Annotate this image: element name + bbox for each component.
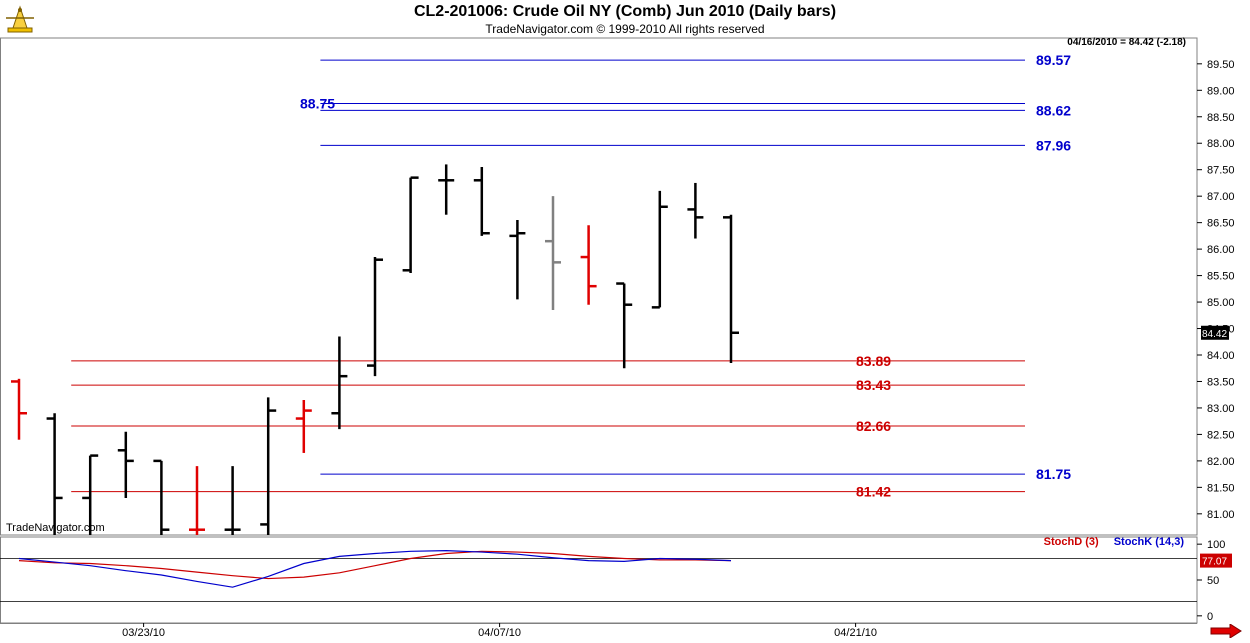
watermark: TradeNavigator.com <box>6 522 105 534</box>
level-label: 83.43 <box>856 377 891 393</box>
price-tick-label: 83.50 <box>1207 376 1235 388</box>
price-tick-label: 87.50 <box>1207 165 1235 177</box>
stoch-tick-label: 50 <box>1207 575 1219 587</box>
level-label: 83.89 <box>856 353 891 369</box>
legend-stoch-d: StochD (3) <box>1043 536 1099 548</box>
price-tick-label: 88.50 <box>1207 112 1235 124</box>
trade-navigator-logo-icon <box>6 5 34 33</box>
level-label: 81.42 <box>856 484 891 500</box>
price-tick-label: 86.50 <box>1207 218 1235 230</box>
date-tick-label: 04/07/10 <box>478 627 521 639</box>
level-label: 87.96 <box>1036 137 1071 153</box>
date-tick-label: 03/23/10 <box>122 627 165 639</box>
price-tick-label: 89.50 <box>1207 59 1235 71</box>
legend-stoch-k: StochK (14,3) <box>1113 536 1184 548</box>
last-price-box <box>1201 325 1229 340</box>
level-label: 88.62 <box>1036 102 1071 118</box>
price-tick-label: 88.00 <box>1207 138 1235 150</box>
level-label: 89.57 <box>1036 52 1071 68</box>
level-label: 82.66 <box>856 418 891 434</box>
stoch-tick-label: 100 <box>1207 539 1225 551</box>
price-tick-label: 87.00 <box>1207 191 1235 203</box>
stoch-panel-frame <box>0 536 1198 624</box>
price-tick-label: 84.00 <box>1207 350 1235 362</box>
stoch-tick-label: 0 <box>1207 611 1213 623</box>
price-tick-label: 83.00 <box>1207 403 1235 415</box>
stoch-last-value-label: 77.07 <box>1202 557 1227 568</box>
price-panel-frame <box>0 37 1198 536</box>
copyright-text: TradeNavigator.com © 1999-2010 All right… <box>485 22 765 36</box>
date-tick-label: 04/21/10 <box>834 627 877 639</box>
price-tick-label: 81.50 <box>1207 482 1235 494</box>
price-tick-label: 82.50 <box>1207 429 1235 441</box>
level-label: 88.75 <box>300 96 335 112</box>
price-tick-label: 85.50 <box>1207 271 1235 283</box>
chart-title: CL2-201006: Crude Oil NY (Comb) Jun 2010… <box>413 3 837 20</box>
price-tick-label: 85.00 <box>1207 297 1235 309</box>
price-tick-label: 82.00 <box>1207 456 1235 468</box>
price-tick-label: 86.00 <box>1207 244 1235 256</box>
stoch-last-value-box <box>1200 553 1232 568</box>
last-price-label: 84.42 <box>1202 329 1227 340</box>
price-tick-label: 81.00 <box>1207 509 1235 521</box>
stochastic-legend: StochD (3) StochK (14,3) <box>1032 536 1184 548</box>
price-tick-label: 89.00 <box>1207 85 1235 97</box>
stoch-series-line-d <box>18 550 732 580</box>
scroll-right-arrow-icon[interactable] <box>1210 624 1242 638</box>
last-quote: 04/16/2010 = 84.42 (-2.18) <box>1067 37 1186 48</box>
level-label: 81.75 <box>1036 466 1071 482</box>
stoch-series-line-k <box>18 550 732 588</box>
